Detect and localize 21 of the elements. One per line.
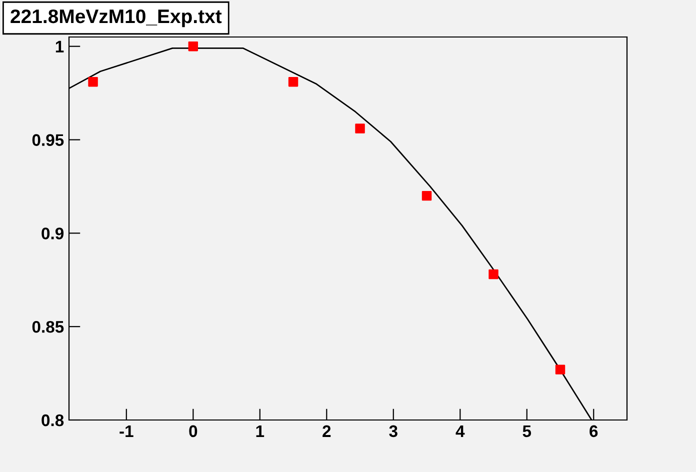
- point: [88, 76, 98, 87]
- y-tick-label: 0.9: [42, 228, 64, 240]
- x-tick-label: 5: [522, 425, 532, 438]
- x-tick-label: 0: [189, 425, 198, 438]
- x-tick-label: 6: [590, 425, 598, 438]
- x-tick-label: 3: [389, 425, 398, 438]
- x-tick-label: -1: [120, 425, 134, 437]
- y-tick-label: 1: [56, 40, 64, 52]
- chart-title: 221.8MeVzM10_Exp.txt: [10, 9, 222, 28]
- point: [488, 269, 498, 280]
- point: [555, 364, 566, 374]
- x-tick-label: 4: [456, 425, 465, 437]
- point: [188, 41, 198, 52]
- x-tick-label: 2: [322, 425, 331, 437]
- point: [422, 190, 432, 201]
- y-tick-label: 0.95: [32, 134, 64, 146]
- point: [288, 76, 298, 87]
- point: [355, 124, 365, 134]
- y-tick-label: 0.85: [32, 320, 64, 333]
- y-tick-label: 0.8: [42, 414, 64, 426]
- x-tick-label: 1: [256, 425, 264, 437]
